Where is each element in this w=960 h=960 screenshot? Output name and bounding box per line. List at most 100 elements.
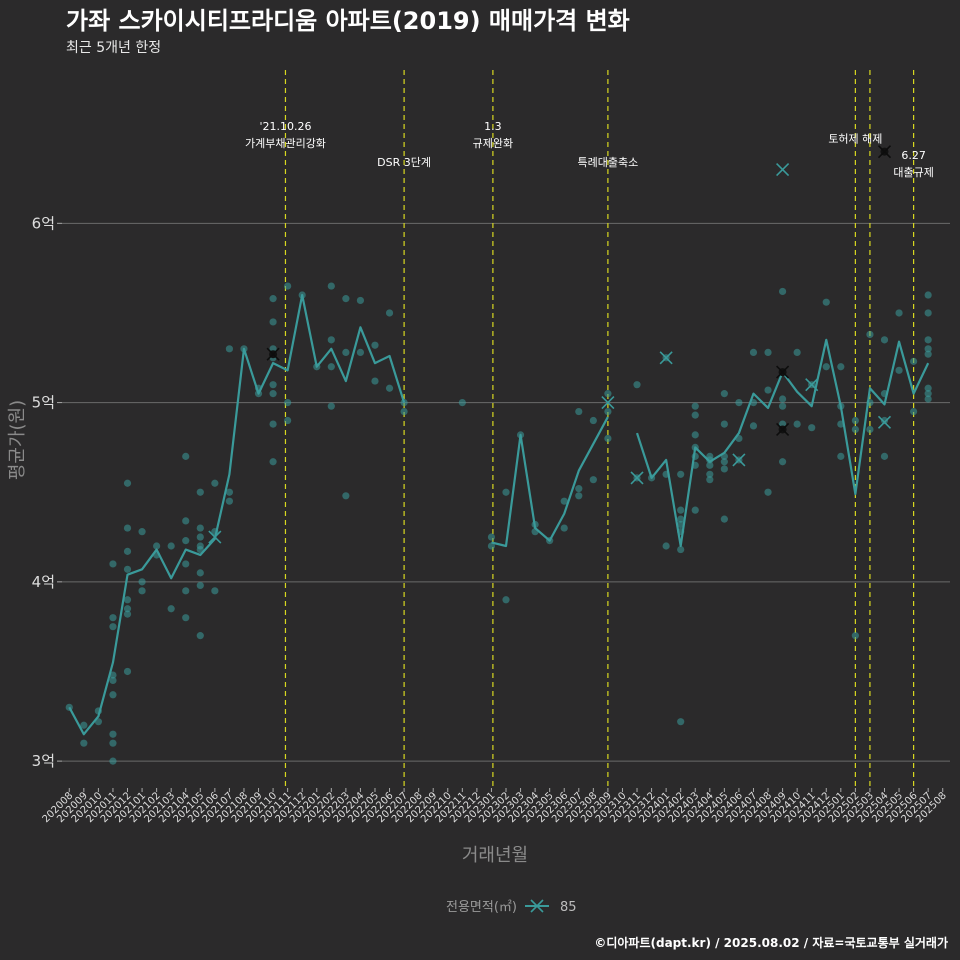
- scatter-point-110: [677, 545, 685, 554]
- y-tick-label-3: 6억: [32, 214, 55, 232]
- scatter-point-104: [662, 542, 670, 550]
- scatter-point-37: [196, 533, 204, 541]
- series-line: [68, 293, 930, 736]
- scatter-point-32: [182, 560, 190, 568]
- scatter-point-10: [109, 691, 117, 699]
- scatter-point-43: [211, 479, 219, 487]
- scatter-point-19: [123, 605, 132, 613]
- legend-cross-icon: [530, 899, 544, 913]
- scatter-point-165: [895, 309, 903, 317]
- series-line-segment-0: [68, 293, 406, 736]
- scatter-point-149: [822, 298, 830, 306]
- scatter-point-28: [167, 605, 175, 613]
- event-label-3-0: 특례대출축소: [578, 156, 639, 169]
- chart-subtitle: 최근 5개년 한정: [66, 40, 161, 56]
- scatter-point-138: [764, 488, 772, 496]
- scatter-point-112: [691, 402, 699, 410]
- y-axis-label: 평균가(원): [7, 400, 28, 480]
- y-tick-label-2: 5억: [32, 394, 55, 412]
- scatter-point-160: [866, 425, 874, 434]
- scatter-point-113: [691, 411, 699, 419]
- scatter-point-171: [924, 336, 932, 344]
- scatter-point-69: [342, 295, 350, 303]
- scatter-point-1: [80, 721, 88, 729]
- scatter-point-83: [502, 488, 510, 496]
- cross-marker-2: [601, 396, 615, 410]
- scatter-point-62: [284, 416, 292, 425]
- scatter-point-17: [123, 565, 132, 573]
- source-caption: ©디아파트(dapt.kr) / 2025.08.02 / 자료=국토교통부 실…: [594, 935, 948, 950]
- scatter-point-18: [123, 596, 132, 604]
- scatter-point-94: [589, 416, 597, 425]
- cross-marker-7: [776, 365, 790, 379]
- scatter-point-61: [284, 398, 292, 407]
- scatter-point-122: [706, 470, 714, 478]
- scatter-point-146: [793, 420, 801, 428]
- scatter-point-12: [109, 739, 117, 747]
- event-label-2-1: 규제완화: [473, 137, 513, 150]
- scatter-point-148: [808, 424, 816, 432]
- scatter-point-13: [109, 757, 117, 765]
- scatter-point-46: [225, 345, 234, 353]
- scatter-point-27: [167, 542, 175, 550]
- cross-marker-6: [776, 162, 790, 177]
- scatter-point-151: [837, 363, 845, 371]
- scatter-point-129: [720, 515, 728, 523]
- scatter-point-137: [764, 386, 772, 394]
- scatter-point-105: [677, 470, 685, 478]
- scatter-point-150: [822, 363, 830, 371]
- scatter-point-155: [851, 416, 859, 425]
- scatter-point-133: [749, 348, 758, 356]
- legend-entry-85: 85: [560, 900, 577, 915]
- event-label-2-0: 1.3: [484, 120, 502, 133]
- scatter-point-20: [123, 610, 132, 618]
- legend-title: 전용면적(㎡): [446, 900, 517, 915]
- scatter-point-7: [109, 623, 117, 631]
- cross-marker-1: [266, 347, 280, 361]
- scatter-point-139: [778, 287, 787, 296]
- scatter-point-135: [749, 422, 758, 430]
- event-label-0-0: '21.10.26: [259, 120, 311, 133]
- scatter-point-16: [123, 547, 132, 555]
- scatter-point-174: [924, 384, 932, 392]
- scatter-point-74: [371, 341, 379, 349]
- scatter-point-141: [778, 395, 787, 403]
- cross-markers: [208, 145, 892, 544]
- scatter-point-65: [327, 282, 335, 290]
- scatter-point-22: [138, 528, 146, 536]
- series-line-segment-1: [491, 416, 609, 548]
- scatter-point-54: [269, 345, 277, 353]
- event-label-4-0: 토허제 해제: [828, 132, 882, 146]
- scatter-point-57: [269, 390, 277, 398]
- scatter-point-99: [633, 381, 641, 389]
- scatter-point-40: [196, 569, 204, 577]
- scatter-point-79: [400, 407, 408, 416]
- scatter-point-58: [269, 420, 277, 428]
- scatter-point-48: [225, 497, 234, 505]
- scatter-point-164: [880, 452, 889, 460]
- cross-marker-3: [630, 471, 644, 485]
- scatter-point-66: [327, 336, 335, 344]
- grid-lines: [62, 222, 950, 762]
- scatter-point-80: [458, 398, 466, 407]
- chart-title: 가좌 스카이시티프라디움 아파트(2019) 매매가격 변화: [66, 7, 630, 35]
- scatter-point-169: [924, 291, 932, 299]
- scatter-point-125: [720, 420, 728, 428]
- scatter-point-29: [182, 452, 190, 460]
- scatter-point-92: [575, 485, 583, 493]
- scatter-point-96: [604, 390, 612, 398]
- scatter-point-156: [851, 425, 859, 434]
- scatter-point-84: [502, 596, 510, 604]
- scatter-point-123: [706, 476, 714, 484]
- scatter-point-47: [225, 488, 234, 496]
- scatter-point-163: [880, 416, 889, 425]
- scatter-point-36: [196, 524, 204, 532]
- scatter-point-144: [778, 458, 787, 466]
- scatter-point-71: [342, 492, 350, 500]
- event-label-0-1: 가계부채관리강화: [245, 137, 326, 150]
- scatter-point-42: [196, 632, 204, 640]
- scatter-point-14: [123, 479, 132, 487]
- scatter-point-161: [880, 336, 889, 344]
- scatter-point-176: [924, 395, 932, 403]
- event-label-6-1: 대출규제: [893, 166, 933, 179]
